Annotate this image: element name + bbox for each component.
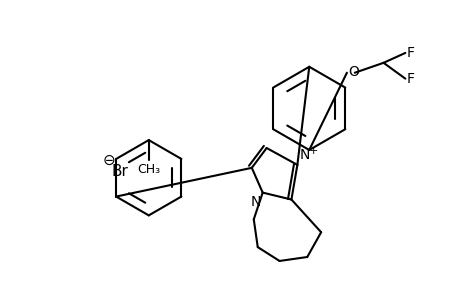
- Text: N: N: [299, 148, 309, 162]
- Text: F: F: [405, 72, 414, 86]
- Text: ⊖: ⊖: [102, 152, 115, 167]
- Text: +: +: [308, 146, 318, 156]
- Text: Br: Br: [111, 164, 128, 179]
- Text: N: N: [250, 195, 260, 208]
- Text: F: F: [405, 46, 414, 60]
- Text: CH₃: CH₃: [137, 163, 160, 176]
- Text: O: O: [347, 65, 358, 79]
